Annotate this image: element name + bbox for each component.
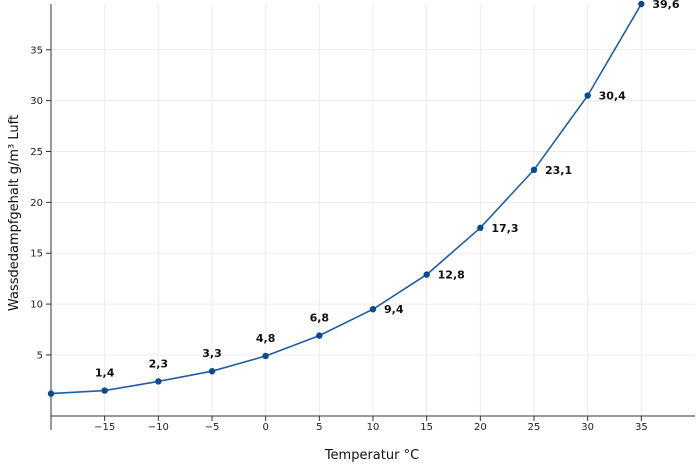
x-tick-label: 30 xyxy=(581,422,594,433)
series-line xyxy=(50,3,642,395)
x-tick-label: −5 xyxy=(205,422,220,433)
x-tick-label: 10 xyxy=(367,422,380,433)
x-axis-title: Temperatur °C xyxy=(324,448,419,463)
data-label: 23,1 xyxy=(545,164,572,177)
data-point xyxy=(47,390,55,397)
x-tick-label: 25 xyxy=(528,422,541,433)
data-point xyxy=(155,378,162,385)
y-tick-label: 15 xyxy=(30,249,43,260)
data-label: 12,8 xyxy=(438,269,465,282)
data-label: 2,3 xyxy=(149,357,169,370)
series-layer xyxy=(47,0,645,397)
x-tick-label: 5 xyxy=(316,422,322,433)
y-tick-label: 25 xyxy=(30,147,43,158)
data-label: 17,3 xyxy=(491,222,518,235)
data-point xyxy=(369,305,377,313)
data-point xyxy=(316,332,323,339)
data-point xyxy=(101,387,108,394)
data-point xyxy=(423,271,430,278)
y-axis-title: Wassdedampfgehalt g/m³ Luft xyxy=(7,115,22,311)
y-tick-label: 5 xyxy=(37,350,43,361)
y-tick-label: 30 xyxy=(30,96,43,107)
ticks-layer: −15 −10 −5 0 5 10 15 20 25 30 35 5 10 15 20 25 30 35 xyxy=(30,45,647,433)
data-label: 4,8 xyxy=(256,332,276,345)
x-tick-label: 35 xyxy=(635,422,648,433)
grid-layer xyxy=(51,4,695,416)
data-point xyxy=(477,224,484,232)
data-point xyxy=(262,352,269,360)
data-label: 9,4 xyxy=(384,303,404,316)
y-tick-label: 10 xyxy=(30,300,43,311)
data-label: 30,4 xyxy=(599,90,626,103)
x-tick-label: −10 xyxy=(148,422,169,433)
data-labels-layer: 1,4 2,3 3,3 4,8 6,8 9,4 12,8 17,3 23,1 30,4 39,6 xyxy=(95,0,680,380)
data-point xyxy=(208,368,216,375)
data-point xyxy=(584,92,591,99)
data-label: 39,6 xyxy=(652,0,679,11)
data-label: 1,4 xyxy=(95,367,115,380)
y-tick-label: 35 xyxy=(30,45,43,56)
data-label: 3,3 xyxy=(202,347,222,360)
x-tick-label: 0 xyxy=(262,422,268,433)
data-label: 6,8 xyxy=(310,312,330,325)
data-point xyxy=(638,0,645,8)
x-tick-label: −15 xyxy=(94,422,115,433)
x-tick-label: 20 xyxy=(474,422,487,433)
x-tick-label: 15 xyxy=(420,422,433,433)
data-point xyxy=(530,166,538,174)
y-tick-label: 20 xyxy=(30,198,43,209)
